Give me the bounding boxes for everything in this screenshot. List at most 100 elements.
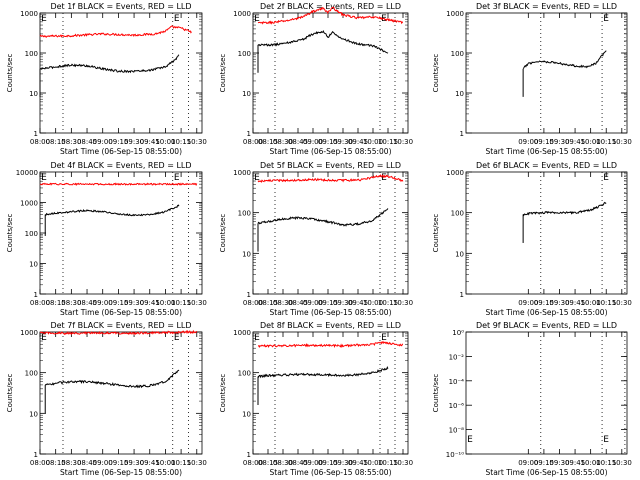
event-marker-label: E (467, 435, 473, 445)
y-tick-label: 10 (242, 90, 251, 98)
plot-frame (465, 171, 628, 295)
y-tick-label: 100 (238, 50, 251, 58)
y-tick-label: 1000 (446, 10, 464, 18)
y-tick-label: 10⁻⁸ (449, 427, 465, 435)
chart-title: Det 8f BLACK = Events, RED = LLD (260, 321, 401, 330)
y-tick-label: 1 (247, 130, 251, 138)
x-tick-label: 09:45 (140, 459, 160, 467)
y-axis-label: Counts/sec (6, 214, 14, 253)
x-tick-label: 10:00 (155, 299, 175, 307)
y-tick-label: 100 (238, 370, 251, 378)
x-tick-label: 08:45 (77, 138, 97, 146)
x-tick-label: 09:15 (534, 459, 554, 467)
y-tick-label: 10 (242, 250, 251, 258)
lld-series-line (257, 340, 403, 349)
x-axis-label: Start Time (06-Sep-15 08:55:00) (486, 308, 608, 317)
y-tick-label: 10000 (16, 169, 38, 177)
chart-title: Det 4f BLACK = Events, RED = LLD (50, 161, 191, 170)
x-tick-label: 10:00 (581, 138, 601, 146)
chart-panel-9: Det 9f BLACK = Events, RED = LLD 10⁰ 10⁻² 1… (432, 321, 632, 477)
events-series-line (522, 50, 607, 69)
x-tick-label: 10:30 (187, 138, 207, 146)
x-tick-label: 10:00 (155, 459, 175, 467)
y-axis-label: Counts/sec (432, 54, 440, 93)
y-tick-label: 100 (451, 50, 464, 58)
events-series-line (257, 366, 389, 379)
lld-series-line (257, 174, 404, 183)
y-tick-label: 100 (451, 210, 464, 218)
x-tick-label: 09:00 (303, 138, 323, 146)
y-tick-label: 1 (460, 130, 464, 138)
x-tick-label: 09:45 (348, 138, 368, 146)
x-tick-label: 10:15 (378, 459, 398, 467)
x-tick-label: 08:00 (243, 299, 263, 307)
x-tick-label: 09:15 (318, 138, 338, 146)
chart-title: Det 2f BLACK = Events, RED = LLD (260, 2, 401, 11)
chart-panel-6: Det 6f BLACK = Events, RED = LLD 1 10 100 10… (432, 161, 632, 317)
x-tick-label: 09:15 (318, 459, 338, 467)
y-tick-label: 1000 (233, 10, 251, 18)
y-tick-label: 1000 (233, 169, 251, 177)
x-tick-label: 10:15 (171, 459, 191, 467)
x-tick-label: 10:00 (581, 299, 601, 307)
y-tick-label: 10 (29, 410, 38, 418)
x-tick-label: 09:30 (333, 138, 353, 146)
x-tick-label: 10:15 (378, 138, 398, 146)
x-tick-label: 09:30 (333, 299, 353, 307)
y-axis-label: Counts/sec (432, 214, 440, 253)
y-tick-label: 10 (29, 90, 38, 98)
x-axis-label: Start Time (06-Sep-15 08:55:00) (60, 468, 182, 477)
y-axis-label: Counts/sec (6, 374, 14, 413)
x-tick-label: 08:45 (288, 138, 308, 146)
event-marker-label: E (603, 14, 609, 24)
y-tick-label: 1000 (233, 329, 251, 337)
x-tick-label: 08:15 (46, 299, 66, 307)
x-tick-label: 10:30 (612, 459, 632, 467)
chart-panel-5: Det 5f BLACK = Events, RED = LLD 1 10 100 10… (219, 161, 413, 317)
x-tick-label: 09:00 (518, 299, 538, 307)
chart-title: Det 6f BLACK = Events, RED = LLD (476, 161, 617, 170)
x-tick-label: 09:00 (93, 138, 113, 146)
x-tick-label: 09:00 (303, 459, 323, 467)
plot-frame (252, 171, 409, 295)
event-marker-label: E (603, 173, 609, 183)
x-tick-label: 09:30 (549, 459, 569, 467)
x-tick-label: 09:45 (565, 459, 585, 467)
x-axis-label: Start Time (06-Sep-15 08:55:00) (270, 147, 392, 156)
x-tick-label: 10:15 (596, 299, 616, 307)
x-tick-label: 10:00 (363, 459, 383, 467)
x-tick-label: 10:00 (363, 138, 383, 146)
event-marker-label: E (381, 333, 387, 343)
x-tick-label: 08:15 (258, 138, 278, 146)
event-marker-label: E (603, 435, 609, 445)
x-tick-label: 09:00 (518, 138, 538, 146)
x-tick-label: 08:15 (46, 459, 66, 467)
y-axis-label: Counts/sec (219, 214, 227, 253)
y-tick-label: 1 (34, 130, 38, 138)
event-marker-label: E (174, 173, 180, 183)
y-tick-label: 10 (242, 410, 251, 418)
y-tick-label: 1 (34, 451, 38, 459)
y-tick-label: 1000 (446, 169, 464, 177)
chart-panel-7: Det 7f BLACK = Events, RED = LLD 1 10 100 10… (6, 321, 207, 477)
y-axis-label: Counts/sec (6, 54, 14, 93)
y-tick-label: 1000 (20, 329, 38, 337)
y-tick-label: 1000 (20, 10, 38, 18)
x-axis-label: Start Time (06-Sep-15 08:55:00) (60, 147, 182, 156)
chart-panel-8: Det 8f BLACK = Events, RED = LLD 1 10 100 10… (219, 321, 413, 477)
x-tick-label: 09:45 (348, 459, 368, 467)
y-tick-label: 10⁻² (449, 353, 465, 361)
x-tick-label: 08:00 (30, 138, 50, 146)
x-tick-label: 09:00 (93, 299, 113, 307)
x-tick-label: 09:45 (140, 138, 160, 146)
chart-title: Det 1f BLACK = Events, RED = LLD (50, 2, 191, 11)
x-axis-label: Start Time (06-Sep-15 08:55:00) (270, 308, 392, 317)
x-tick-label: 09:15 (108, 138, 128, 146)
y-tick-label: 1 (34, 291, 38, 299)
event-marker-label: E (254, 14, 260, 24)
y-tick-label: 10 (29, 261, 38, 269)
events-series-line (257, 29, 389, 54)
chart-panel-1: Det 1f BLACK = Events, RED = LLD 1 10 100 10… (6, 2, 207, 156)
plot-frame (465, 331, 628, 455)
